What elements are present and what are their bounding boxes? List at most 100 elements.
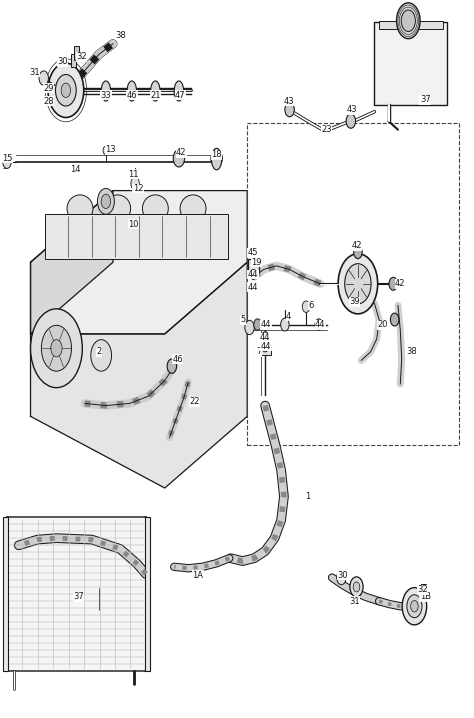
- Circle shape: [98, 188, 114, 214]
- Text: 44: 44: [247, 270, 258, 279]
- Circle shape: [338, 253, 378, 314]
- Text: 20: 20: [378, 320, 388, 329]
- Text: 44: 44: [261, 342, 271, 350]
- Text: 42: 42: [351, 241, 362, 251]
- Circle shape: [389, 277, 398, 290]
- Text: 46: 46: [172, 355, 183, 363]
- Ellipse shape: [180, 195, 206, 222]
- Text: 37: 37: [420, 95, 431, 104]
- Text: 22: 22: [189, 398, 200, 406]
- Text: 46: 46: [127, 90, 137, 100]
- Text: 38: 38: [116, 31, 127, 39]
- Circle shape: [39, 71, 48, 85]
- Circle shape: [30, 309, 82, 388]
- Text: 29: 29: [43, 83, 54, 93]
- Circle shape: [337, 570, 346, 584]
- Text: 32: 32: [76, 52, 87, 61]
- Bar: [145, 517, 150, 671]
- Text: 1: 1: [305, 492, 310, 501]
- Text: 44: 44: [247, 283, 258, 292]
- Text: 44: 44: [315, 320, 326, 329]
- Circle shape: [261, 332, 269, 343]
- Bar: [261, 344, 271, 355]
- Text: 18: 18: [211, 150, 222, 159]
- Circle shape: [346, 114, 356, 129]
- Circle shape: [391, 313, 399, 326]
- Text: 43: 43: [346, 105, 357, 114]
- Text: 44: 44: [260, 333, 270, 342]
- Circle shape: [250, 269, 256, 279]
- Circle shape: [315, 319, 323, 330]
- Circle shape: [401, 10, 415, 32]
- Circle shape: [211, 150, 222, 167]
- Bar: [374, 22, 447, 105]
- Circle shape: [410, 600, 418, 612]
- Text: 19: 19: [251, 258, 262, 267]
- Ellipse shape: [142, 195, 168, 222]
- Ellipse shape: [151, 81, 160, 101]
- Circle shape: [350, 577, 363, 597]
- Text: 23: 23: [321, 125, 332, 134]
- Text: 44: 44: [261, 320, 271, 329]
- Circle shape: [103, 146, 109, 155]
- Bar: [420, 584, 426, 597]
- Bar: [7, 517, 146, 671]
- Polygon shape: [30, 190, 113, 334]
- Text: 28: 28: [43, 96, 54, 106]
- Text: 12: 12: [133, 184, 143, 193]
- Text: 4: 4: [286, 312, 292, 320]
- Ellipse shape: [211, 149, 222, 170]
- Text: 7: 7: [256, 348, 262, 356]
- Circle shape: [402, 587, 427, 625]
- Circle shape: [354, 246, 362, 258]
- Ellipse shape: [127, 81, 137, 101]
- Circle shape: [51, 340, 62, 357]
- Text: 38: 38: [407, 348, 418, 356]
- Text: 11: 11: [128, 169, 138, 179]
- Text: 1A: 1A: [192, 571, 203, 580]
- Text: 33: 33: [100, 90, 111, 100]
- Circle shape: [131, 177, 139, 190]
- Text: 32: 32: [417, 585, 428, 595]
- Ellipse shape: [105, 195, 131, 222]
- Bar: [379, 21, 443, 29]
- Circle shape: [245, 320, 254, 335]
- Ellipse shape: [101, 81, 110, 101]
- Bar: [3, 517, 8, 671]
- Text: 47: 47: [175, 90, 186, 100]
- Text: 31: 31: [29, 68, 40, 77]
- Text: 43: 43: [283, 96, 294, 106]
- Circle shape: [353, 582, 360, 592]
- Circle shape: [101, 194, 110, 208]
- Bar: [247, 123, 459, 445]
- Text: 39: 39: [349, 297, 360, 306]
- Text: 30: 30: [337, 571, 347, 580]
- Circle shape: [61, 83, 71, 98]
- Circle shape: [397, 3, 420, 39]
- Circle shape: [261, 340, 269, 352]
- Text: 37: 37: [73, 592, 84, 602]
- Bar: [74, 46, 79, 60]
- Circle shape: [345, 264, 371, 304]
- Text: 2: 2: [96, 348, 101, 356]
- Ellipse shape: [174, 81, 183, 101]
- Polygon shape: [30, 190, 247, 334]
- Text: 42: 42: [395, 279, 406, 288]
- Text: 30: 30: [57, 57, 68, 66]
- Circle shape: [3, 156, 11, 169]
- Circle shape: [281, 318, 289, 331]
- Circle shape: [167, 359, 176, 373]
- Circle shape: [254, 319, 261, 330]
- Text: 42: 42: [176, 148, 186, 157]
- Bar: [248, 258, 258, 271]
- Circle shape: [407, 595, 422, 617]
- Text: 15: 15: [2, 154, 12, 163]
- Text: 13: 13: [105, 145, 116, 154]
- Circle shape: [48, 63, 84, 118]
- Circle shape: [302, 301, 310, 312]
- Bar: [45, 214, 228, 258]
- Circle shape: [41, 325, 72, 371]
- Ellipse shape: [67, 195, 93, 222]
- Text: 6: 6: [308, 301, 313, 309]
- Bar: [71, 54, 76, 67]
